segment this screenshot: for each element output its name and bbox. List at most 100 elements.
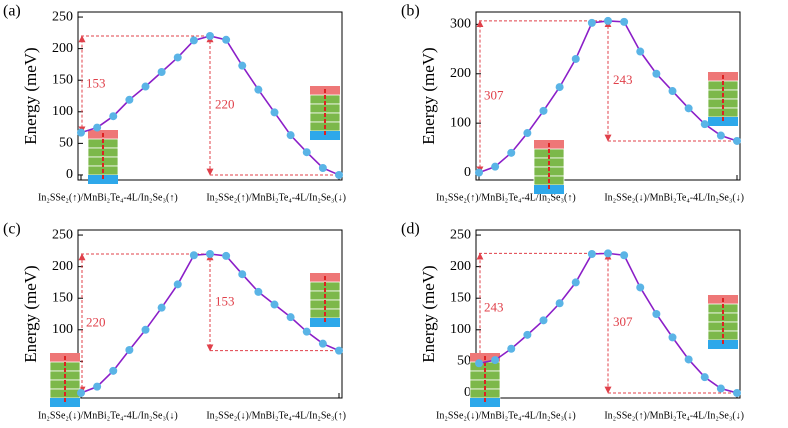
y-axis-label: Energy (meV)	[419, 47, 438, 144]
inset-layer	[708, 117, 738, 126]
plot-frame	[77, 229, 343, 399]
data-point	[636, 283, 645, 292]
y-tick-label: 200	[52, 41, 73, 56]
panel-label: (d)	[401, 221, 420, 238]
data-point	[587, 250, 596, 258]
y-tick-label: 150	[52, 290, 73, 305]
data-point	[141, 82, 150, 91]
annotation: 307	[484, 88, 504, 103]
data-point	[93, 123, 102, 132]
y-axis-label: Energy (meV)	[419, 265, 438, 362]
panel: 0 100 200 300 (b) Energy (meV) In₂SSe₂(↑)/MnBi…	[401, 3, 744, 204]
panel-label: (b)	[401, 3, 420, 20]
y-tick-label: 100	[450, 115, 471, 130]
annotation: 307	[613, 314, 633, 329]
panel-label: (c)	[3, 221, 21, 238]
data-point	[335, 170, 343, 179]
data-point	[141, 325, 150, 334]
data-point	[491, 356, 500, 365]
data-point	[684, 355, 693, 364]
data-point	[652, 310, 661, 318]
plot-frame	[475, 11, 741, 181]
inset-layer	[310, 318, 340, 327]
data-point	[555, 299, 564, 308]
y-tick-label: 250	[52, 227, 73, 242]
x-end-label: In₂SSe₂(↑)/MnBi₂Te₄-4L/In₂Se₃(↓)	[206, 192, 346, 203]
x-end-label: In₂SSe₂(↑)/MnBi₂Te₄-4L/In₂Se₃(↓)	[604, 410, 744, 421]
x-end-label: In₂SSe₂(↓)/MnBi₂Te₄-4L/In₂Se₃(↑)	[206, 410, 346, 421]
data-point	[302, 327, 311, 336]
data-point	[206, 250, 214, 258]
x-end-label: In₂SSe₂(↓)/MnBi₂Te₄-4L/In₂Se₃(↓)	[436, 410, 576, 421]
data-point	[491, 162, 500, 171]
annotation: 153	[215, 293, 235, 308]
data-point	[539, 106, 548, 115]
y-tick-label: 150	[450, 290, 471, 305]
data-point	[254, 85, 263, 94]
data-point	[587, 18, 596, 27]
y-tick-label: 150	[52, 72, 73, 87]
data-point	[206, 32, 214, 40]
x-end-label: In₂SSe₂(↑)/MnBi₂Te₄-4L/In₂Se₃(↑)	[436, 192, 576, 203]
y-tick-label: 250	[450, 227, 471, 242]
y-tick-label: 200	[52, 259, 73, 274]
y-tick-label: 300	[450, 17, 471, 32]
data-point	[125, 95, 134, 104]
data-point	[652, 69, 661, 78]
data-point	[318, 164, 327, 172]
x-end-label: In₂SSe₂(↓)/MnBi₂Te₄-4L/In₂Se₃(↓)	[38, 410, 178, 421]
panel-label: (a)	[3, 3, 21, 20]
annotation: 220	[215, 96, 235, 111]
data-point	[189, 36, 198, 45]
y-tick-label: 50	[59, 136, 73, 151]
data-point	[125, 346, 134, 354]
data-point	[238, 270, 247, 279]
data-point	[668, 87, 677, 96]
data-point	[571, 278, 580, 287]
panel: 0 50 100 150 200 250 (a) Energy (meV) In₂SSe₂(↑)…	[3, 3, 346, 204]
data-point	[620, 251, 629, 260]
data-point	[238, 61, 247, 70]
data-point	[604, 249, 612, 258]
inset-layer	[708, 340, 738, 349]
data-point	[733, 388, 741, 397]
data-point	[77, 388, 85, 397]
y-axis-label: Energy (meV)	[21, 47, 40, 144]
data-point	[93, 382, 102, 391]
y-tick-label: 50	[457, 354, 471, 369]
y-tick-label: 100	[450, 322, 471, 337]
data-point	[270, 108, 279, 117]
inset-layer	[534, 185, 564, 194]
data-point	[286, 131, 295, 140]
data-point	[189, 251, 198, 260]
data-point	[302, 148, 311, 157]
data-point	[636, 47, 645, 56]
data-point	[335, 346, 343, 355]
annotation: 243	[613, 72, 633, 87]
data-point	[555, 83, 564, 92]
data-point	[523, 330, 532, 339]
y-tick-label: 0	[464, 165, 471, 180]
data-point	[109, 366, 118, 375]
data-point	[157, 303, 166, 312]
data-point	[620, 17, 629, 26]
data-point	[157, 68, 166, 76]
y-tick-label: 100	[52, 322, 73, 337]
panel: 0 50 100 150 200 250 (d) Energy (meV) In₂SSe₂(↓)…	[401, 221, 744, 422]
data-point	[733, 136, 741, 145]
data-point	[716, 131, 725, 140]
annotation: 153	[86, 75, 106, 90]
annotation: 220	[86, 314, 106, 329]
inset-layer	[470, 398, 500, 407]
data-point	[270, 300, 279, 309]
data-point	[173, 53, 182, 62]
data-point	[700, 120, 709, 129]
data-point	[222, 251, 231, 260]
data-point	[77, 128, 85, 137]
data-point	[700, 373, 709, 382]
y-tick-label: 0	[464, 385, 471, 400]
data-point	[109, 112, 118, 121]
data-point	[571, 54, 580, 63]
